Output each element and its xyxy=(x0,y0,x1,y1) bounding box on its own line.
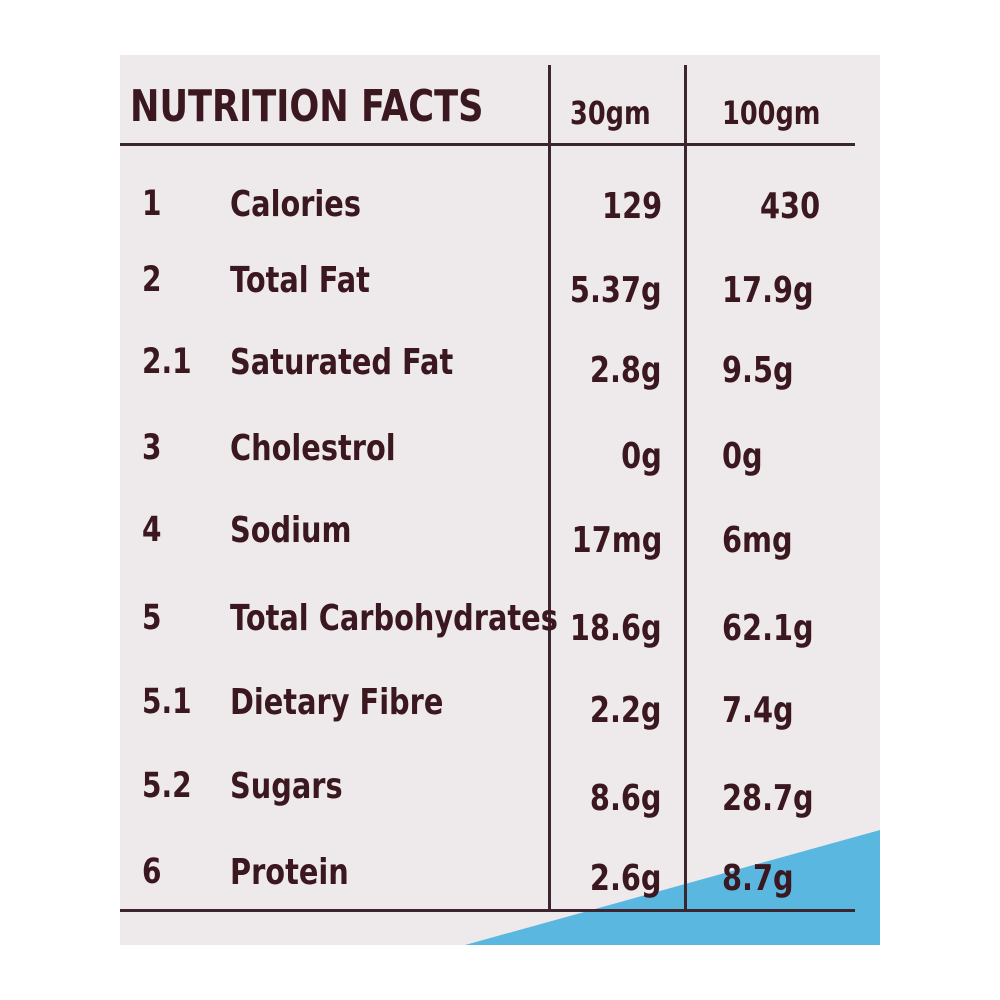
value-per-30gm: 17mg xyxy=(571,520,662,561)
value-per-30gm: 0g xyxy=(621,436,662,477)
value-per-100gm: 0g xyxy=(722,436,763,477)
value-per-30gm: 18.6g xyxy=(570,608,662,649)
row-number: 4 xyxy=(142,510,162,550)
value-per-30gm: 2.6g xyxy=(590,858,662,899)
row-number: 1 xyxy=(142,184,162,224)
nutrient-name: Sodium xyxy=(230,510,352,551)
nutrient-name: Cholestrol xyxy=(230,428,396,469)
nutrient-name: Protein xyxy=(230,852,349,893)
value-per-30gm: 8.6g xyxy=(590,778,662,819)
value-per-30gm: 129 xyxy=(601,186,662,227)
row-number: 2 xyxy=(142,260,162,300)
column-divider-right xyxy=(684,65,687,910)
value-per-100gm: 8.7g xyxy=(722,858,794,899)
nutrient-name: Saturated Fat xyxy=(230,342,454,383)
nutrient-name: Calories xyxy=(230,184,361,225)
nutrition-facts-panel: NUTRITION FACTS 30gm 100gm 1 Calories 129 4… xyxy=(120,55,880,945)
column-header-30gm: 30gm xyxy=(570,94,651,132)
row-number: 6 xyxy=(142,852,162,892)
row-number: 5 xyxy=(142,598,162,638)
value-per-100gm: 9.5g xyxy=(722,350,794,391)
value-per-30gm: 5.37g xyxy=(570,270,662,311)
value-per-100gm: 62.1g xyxy=(722,608,814,649)
nutrient-name: Total Carbohydrates xyxy=(230,598,558,639)
value-per-100gm: 28.7g xyxy=(722,778,814,819)
value-per-100gm: 6mg xyxy=(722,520,793,561)
column-header-100gm: 100gm xyxy=(722,94,821,132)
header-rule xyxy=(120,143,855,146)
nutrient-name: Sugars xyxy=(230,766,343,807)
row-number: 5.1 xyxy=(142,682,192,722)
nutrient-name: Dietary Fibre xyxy=(230,682,444,723)
blue-packaging-corner xyxy=(465,830,880,945)
nutrient-name: Total Fat xyxy=(230,260,370,301)
value-per-30gm: 2.8g xyxy=(590,350,662,391)
row-number: 3 xyxy=(142,428,162,468)
value-per-100gm: 17.9g xyxy=(722,270,814,311)
value-per-100gm: 7.4g xyxy=(722,690,794,731)
column-divider-left xyxy=(548,65,551,910)
row-number: 2.1 xyxy=(142,342,192,382)
value-per-100gm: 430 xyxy=(760,186,821,227)
bottom-rule xyxy=(120,909,855,912)
row-number: 5.2 xyxy=(142,766,192,806)
table-title: NUTRITION FACTS xyxy=(130,81,484,132)
value-per-30gm: 2.2g xyxy=(590,690,662,731)
